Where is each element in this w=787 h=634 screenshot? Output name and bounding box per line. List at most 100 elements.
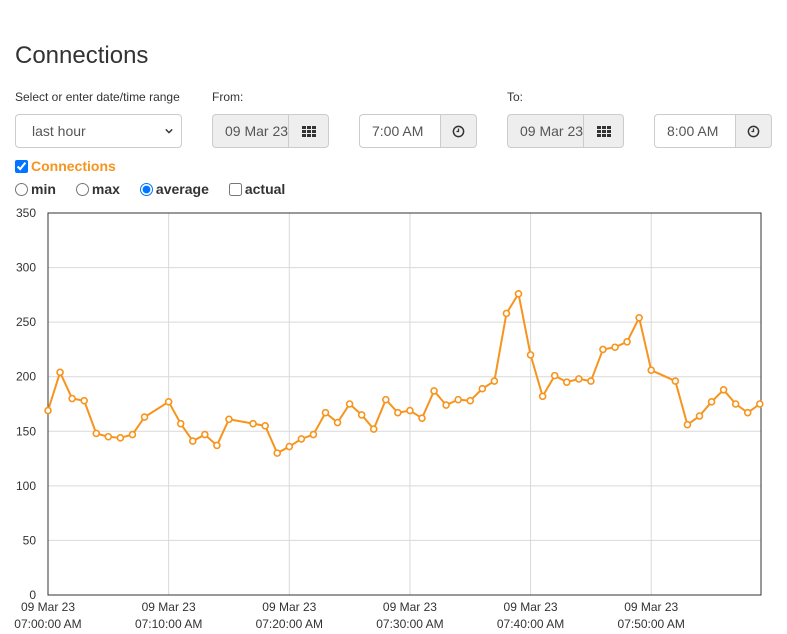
- mode-min-radio[interactable]: [15, 182, 28, 196]
- data-point: [647, 366, 656, 374]
- x-tick-time-label: 07:10:00 AM: [135, 617, 202, 631]
- mode-average[interactable]: average: [139, 181, 209, 197]
- data-point: [273, 449, 282, 457]
- range-select-value: last hour: [32, 123, 86, 139]
- data-point: [743, 408, 752, 417]
- data-point: [116, 434, 125, 442]
- data-point: [454, 395, 462, 404]
- to-date-group: 09 Mar 23: [507, 114, 624, 148]
- y-tick-label: 150: [16, 424, 36, 438]
- data-point: [502, 309, 511, 318]
- data-point: [249, 419, 257, 428]
- y-tick-label: 200: [16, 370, 36, 384]
- to-date-input[interactable]: 09 Mar 23: [507, 114, 583, 148]
- to-time-input[interactable]: 8:00 AM: [654, 114, 735, 148]
- range-select[interactable]: last hour: [15, 114, 182, 148]
- connections-checkbox[interactable]: [15, 159, 28, 173]
- y-tick-label: 300: [16, 261, 36, 275]
- data-point: [297, 435, 306, 443]
- to-calendar-button[interactable]: [583, 114, 624, 148]
- mode-max[interactable]: max: [75, 181, 120, 197]
- series-toggle: Connections: [15, 158, 116, 174]
- data-point: [44, 406, 52, 415]
- calendar-grid-icon: [301, 125, 316, 137]
- data-point: [562, 378, 571, 386]
- data-point: [611, 343, 619, 352]
- clock-icon: [747, 125, 760, 137]
- data-point: [430, 387, 438, 395]
- y-tick-label: 250: [16, 315, 36, 329]
- clock-icon: [452, 125, 465, 137]
- x-tick-date-label: 09 Mar 23: [262, 600, 316, 614]
- to-time-group: 8:00 AM: [654, 114, 772, 148]
- data-point: [707, 398, 716, 406]
- y-tick-label: 100: [16, 479, 36, 493]
- from-label: From:: [212, 90, 244, 104]
- data-point: [587, 377, 595, 385]
- x-tick-time-label: 07:20:00 AM: [256, 617, 323, 631]
- data-point: [92, 429, 101, 438]
- x-tick-time-label: 07:30:00 AM: [376, 617, 443, 631]
- y-tick-label: 0: [29, 588, 36, 602]
- data-point: [394, 408, 402, 417]
- range-label: Select or enter date/time range: [15, 90, 180, 104]
- data-point: [285, 442, 294, 451]
- from-date-input[interactable]: 09 Mar 23: [212, 114, 288, 148]
- calendar-grid-icon: [596, 125, 611, 137]
- data-point: [128, 430, 137, 439]
- data-point: [526, 351, 535, 359]
- data-point: [68, 394, 76, 403]
- data-point: [490, 377, 499, 385]
- data-point: [164, 398, 173, 406]
- data-point: [261, 422, 269, 430]
- data-point: [599, 345, 607, 354]
- from-clock-button[interactable]: [440, 114, 477, 148]
- data-point: [514, 289, 523, 298]
- mode-min[interactable]: min: [15, 181, 56, 197]
- x-tick-date-label: 09 Mar 23: [504, 600, 558, 614]
- data-point: [671, 377, 680, 385]
- mode-actual[interactable]: actual: [228, 181, 286, 197]
- mode-actual-label: actual: [244, 181, 286, 197]
- from-calendar-button[interactable]: [288, 114, 329, 148]
- data-point: [466, 396, 475, 405]
- data-point: [478, 384, 487, 393]
- chevron-down-icon: [165, 128, 173, 134]
- from-time-group: 7:00 AM: [359, 114, 477, 148]
- mode-actual-checkbox[interactable]: [228, 182, 242, 196]
- data-point: [683, 420, 692, 429]
- x-tick-date-label: 09 Mar 23: [383, 600, 437, 614]
- data-point: [575, 375, 583, 383]
- data-point: [418, 414, 426, 422]
- data-point: [755, 400, 764, 408]
- mode-min-label: min: [31, 181, 56, 197]
- y-tick-label: 350: [16, 206, 36, 220]
- data-point: [719, 386, 728, 394]
- x-tick-date-label: 09 Mar 23: [624, 600, 678, 614]
- x-tick-time-label: 07:00:00 AM: [14, 617, 81, 631]
- x-tick-time-label: 07:40:00 AM: [497, 617, 564, 631]
- to-clock-button[interactable]: [735, 114, 772, 148]
- connections-series-label: Connections: [31, 158, 116, 174]
- data-point: [201, 430, 209, 439]
- data-point: [623, 337, 631, 346]
- data-point: [357, 411, 366, 419]
- data-point: [550, 371, 559, 380]
- from-time-input[interactable]: 7:00 AM: [359, 114, 440, 148]
- from-date-group: 09 Mar 23: [212, 114, 329, 148]
- data-point: [176, 419, 185, 428]
- y-tick-label: 50: [23, 533, 37, 547]
- data-point: [635, 313, 643, 322]
- page-title: Connections: [15, 42, 149, 69]
- data-point: [333, 418, 342, 427]
- data-point: [369, 425, 378, 433]
- x-tick-date-label: 09 Mar 23: [21, 600, 75, 614]
- mode-average-radio[interactable]: [139, 182, 153, 196]
- aggregation-modes: min max average actual: [15, 181, 305, 197]
- data-point: [731, 400, 740, 408]
- mode-max-radio[interactable]: [75, 182, 89, 196]
- data-point: [442, 401, 450, 409]
- data-point: [188, 437, 197, 445]
- data-point: [309, 430, 318, 439]
